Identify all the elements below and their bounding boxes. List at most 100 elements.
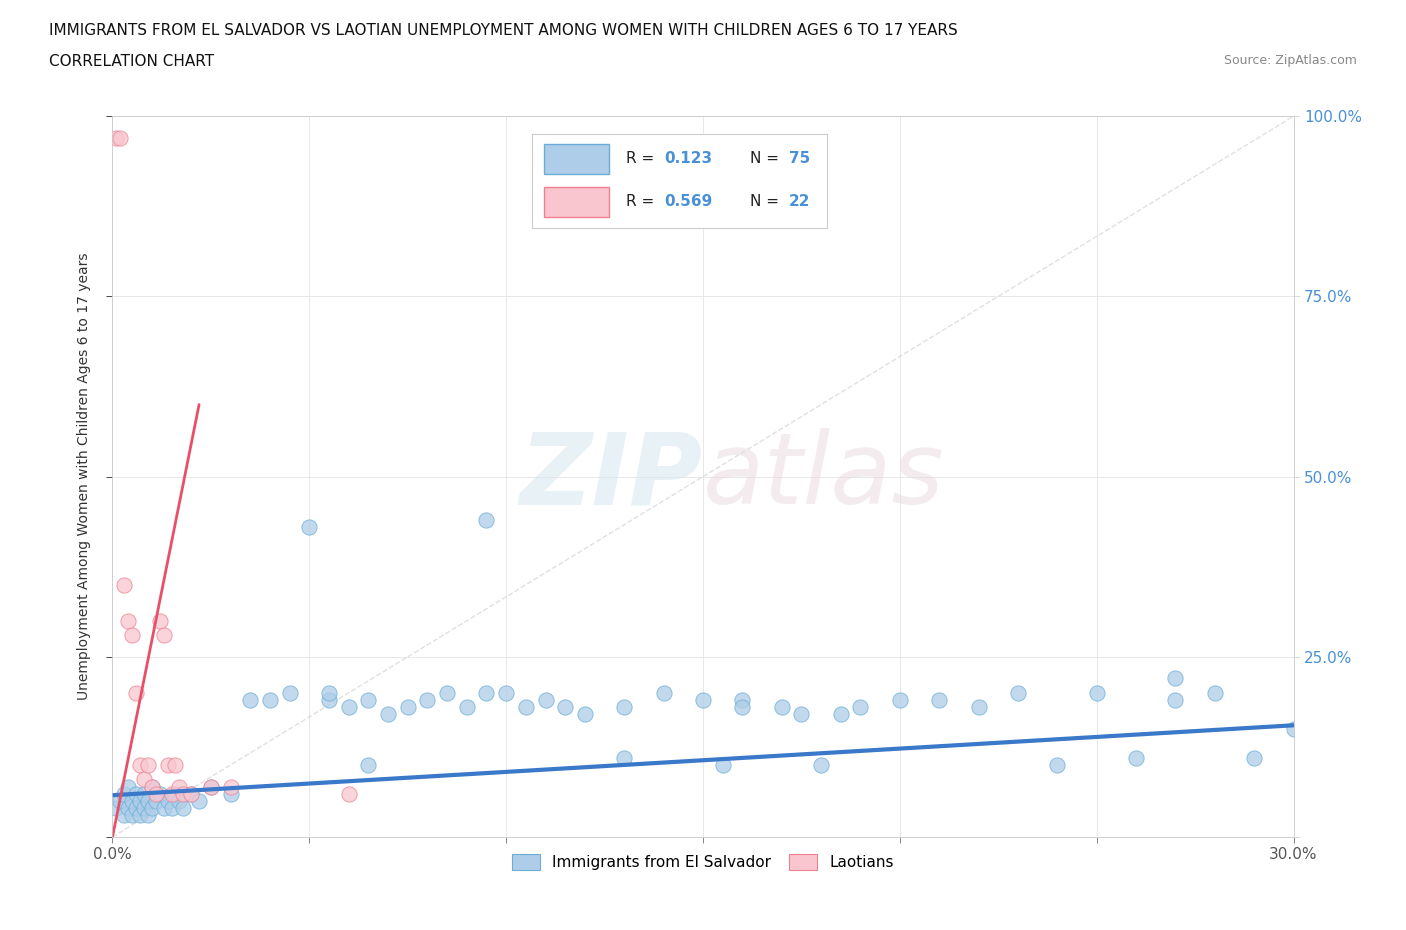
Point [416, 693, 439, 708]
Point [110, 130, 132, 145]
Point [105, 801, 128, 816]
Point [141, 801, 163, 816]
Point [129, 808, 152, 823]
Point [180, 787, 202, 802]
Text: IMMIGRANTS FROM EL SALVADOR VS LAOTIAN UNEMPLOYMENT AMONG WOMEN WITH CHILDREN AG: IMMIGRANTS FROM EL SALVADOR VS LAOTIAN U… [49, 23, 957, 38]
Point [145, 787, 167, 802]
Point [112, 578, 135, 592]
Point [515, 700, 537, 715]
Point [239, 693, 262, 708]
Point [318, 685, 340, 700]
Point [125, 787, 148, 802]
Point [129, 793, 152, 808]
Point [849, 700, 872, 715]
Point [117, 779, 139, 794]
Point [219, 779, 242, 794]
Point [112, 808, 135, 823]
Point [318, 693, 340, 708]
Point [172, 801, 194, 816]
Point [377, 707, 399, 722]
Point [145, 793, 167, 808]
Text: Source: ZipAtlas.com: Source: ZipAtlas.com [1223, 54, 1357, 67]
Point [337, 787, 360, 802]
Point [1125, 751, 1147, 765]
Point [149, 614, 172, 629]
Point [357, 757, 380, 772]
Point [121, 808, 143, 823]
Point [534, 693, 557, 708]
Point [149, 787, 172, 802]
Point [810, 757, 832, 772]
Point [117, 801, 139, 816]
Point [136, 757, 159, 772]
Point [495, 685, 517, 700]
Legend: Immigrants from El Salvador, Laotians: Immigrants from El Salvador, Laotians [506, 848, 900, 876]
Point [711, 757, 734, 772]
Point [770, 700, 793, 715]
Point [129, 757, 152, 772]
Point [1282, 722, 1305, 737]
Point [105, 130, 128, 145]
Point [613, 700, 636, 715]
Point [132, 801, 155, 816]
Point [125, 801, 148, 816]
Point [889, 693, 911, 708]
Point [259, 693, 281, 708]
Point [141, 779, 163, 794]
Point [790, 707, 813, 722]
Point [1204, 685, 1226, 700]
Point [141, 779, 163, 794]
Point [180, 787, 202, 802]
Point [165, 787, 187, 802]
Point [152, 801, 174, 816]
Point [357, 693, 380, 708]
Point [396, 700, 419, 715]
Point [136, 793, 159, 808]
Point [1164, 693, 1187, 708]
Text: ZIP: ZIP [520, 428, 703, 525]
Point [475, 512, 498, 527]
Point [436, 685, 458, 700]
Point [1164, 671, 1187, 686]
Point [152, 628, 174, 643]
Point [652, 685, 675, 700]
Point [475, 685, 498, 700]
Point [169, 793, 191, 808]
Point [169, 779, 191, 794]
Point [132, 787, 155, 802]
Point [731, 700, 754, 715]
Point [1007, 685, 1029, 700]
Point [278, 685, 301, 700]
Point [156, 757, 179, 772]
Point [456, 700, 478, 715]
Point [298, 520, 321, 535]
Point [160, 787, 183, 802]
Point [121, 793, 143, 808]
Point [574, 707, 596, 722]
Text: atlas: atlas [703, 428, 945, 525]
Point [172, 787, 194, 802]
Point [554, 700, 576, 715]
Point [200, 779, 222, 794]
Point [125, 685, 148, 700]
Text: CORRELATION CHART: CORRELATION CHART [49, 54, 214, 69]
Point [1085, 685, 1108, 700]
Point [613, 751, 636, 765]
Point [692, 693, 714, 708]
Point [188, 793, 211, 808]
Point [121, 628, 143, 643]
Point [136, 808, 159, 823]
Point [117, 614, 139, 629]
Point [337, 700, 360, 715]
Point [1046, 757, 1069, 772]
Point [156, 793, 179, 808]
Point [731, 693, 754, 708]
Point [165, 757, 187, 772]
Point [928, 693, 950, 708]
Point [219, 787, 242, 802]
Point [110, 793, 132, 808]
Point [200, 779, 222, 794]
Point [132, 772, 155, 787]
Point [1243, 751, 1265, 765]
Point [112, 787, 135, 802]
